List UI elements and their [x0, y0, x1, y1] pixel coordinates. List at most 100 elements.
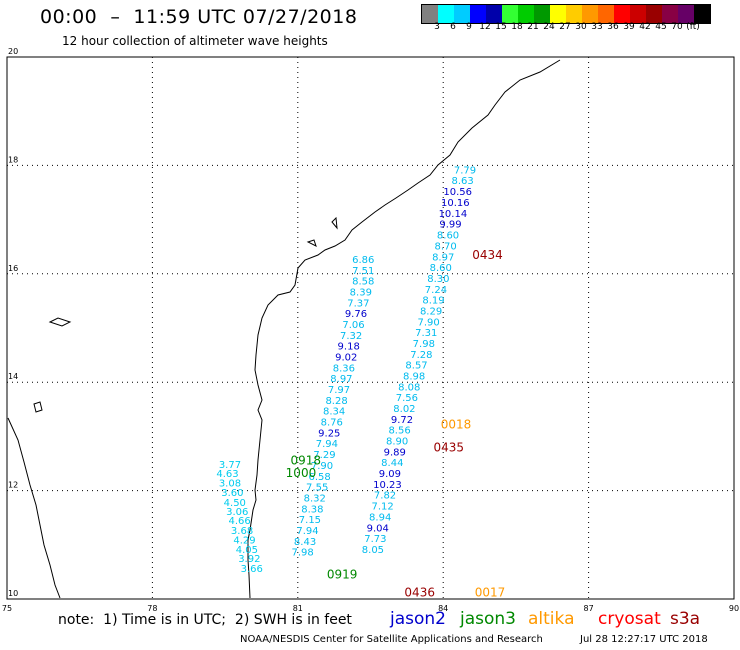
y-tick-label: 20 [8, 47, 18, 56]
swh-value: 7.28 [410, 350, 432, 361]
swh-value: 8.56 [388, 426, 410, 437]
swh-value: 3.06 [226, 507, 248, 518]
pass-time-label: 0919 [327, 567, 358, 581]
swh-value: 8.90 [386, 437, 408, 448]
swh-value: 8.43 [294, 537, 316, 548]
swh-value: 6.86 [352, 255, 374, 266]
swh-value: 7.98 [413, 339, 435, 350]
swh-value: 8.34 [323, 407, 345, 418]
colorbar-tick: 39 [623, 22, 635, 32]
swh-value: 3.68 [231, 526, 253, 537]
swh-value: 7.79 [454, 166, 476, 177]
wave-height-colorbar [421, 4, 711, 24]
swh-value: 4.50 [224, 498, 246, 509]
swh-value: 7.29 [313, 450, 335, 461]
colorbar-tick: 42 [639, 22, 651, 32]
colorbar-tick: 36 [607, 22, 619, 32]
pass-time-label: 0918 [291, 454, 322, 468]
y-tick-label: 18 [8, 155, 18, 164]
pass-time-label: 0435 [434, 441, 465, 455]
legend-jason3: jason3 [460, 609, 516, 629]
colorbar-tick-labels: 3 6 9 12 15 18 21 24 27 30 33 36 39 42 45 70 (ft) [421, 22, 740, 36]
swh-value: 10.14 [439, 209, 468, 220]
legend-s3a: s3a [670, 609, 701, 629]
swh-value: 4.63 [216, 469, 238, 480]
swh-value: 7.98 [292, 548, 314, 559]
coastline [7, 59, 561, 599]
colorbar-tick: 12 [479, 22, 491, 32]
swh-value: 8.36 [333, 363, 355, 374]
colorbar-tick: 24 [543, 22, 555, 32]
y-tick-label: 14 [8, 372, 18, 381]
swh-value: 8.97 [432, 252, 454, 263]
colorbar-tick: 21 [527, 22, 539, 32]
swh-value: 10.56 [443, 187, 472, 198]
wave-height-observations: 7.798.6310.5610.1610.149.998.608.708.978… [216, 166, 476, 575]
colorbar-swatch [694, 5, 710, 23]
colorbar-swatch [614, 5, 630, 23]
colorbar-swatch [534, 5, 550, 23]
swh-value: 7.73 [364, 534, 386, 545]
pass-time-label: 0436 [404, 585, 435, 599]
colorbar-swatch [454, 5, 470, 23]
colorbar-swatch [486, 5, 502, 23]
swh-value: 8.28 [325, 396, 347, 407]
swh-value: 3.66 [241, 564, 263, 575]
x-tick-label: 87 [584, 604, 594, 613]
y-tick-label: 10 [8, 589, 18, 598]
colorbar-swatch [518, 5, 534, 23]
colorbar-swatch [598, 5, 614, 23]
swh-value: 8.32 [304, 493, 326, 504]
swh-value: 7.15 [299, 515, 321, 526]
coastline-srilanka-west [7, 417, 61, 599]
swh-value: 9.99 [439, 220, 461, 231]
swh-value: 8.97 [330, 374, 352, 385]
colorbar-swatch [566, 5, 582, 23]
swh-value: 4.29 [233, 536, 255, 547]
colorbar-tick: 30 [575, 22, 587, 32]
swh-value: 8.76 [321, 418, 343, 429]
swh-value: 8.57 [405, 361, 427, 372]
swh-value: 7.32 [340, 331, 362, 342]
swh-value: 9.18 [338, 342, 360, 353]
colorbar-tick: 33 [591, 22, 603, 32]
footer-credit: NOAA/NESDIS Center for Satellite Applica… [240, 634, 543, 645]
colorbar-tick: 45 [655, 22, 667, 32]
swh-value: 7.06 [342, 320, 364, 331]
swh-value: 8.30 [427, 274, 449, 285]
colorbar-tick: 3 [434, 22, 440, 32]
island-small-4 [306, 239, 317, 247]
swh-value: 8.44 [381, 458, 403, 469]
colorbar-swatch [678, 5, 694, 23]
swh-value: 6.58 [308, 472, 330, 483]
x-tick-label: 90 [729, 604, 739, 613]
swh-value: 9.09 [379, 469, 401, 480]
colorbar-swatch [438, 5, 454, 23]
y-tick-label: 12 [8, 481, 18, 490]
swh-value: 3.08 [219, 478, 241, 489]
colorbar-swatch [646, 5, 662, 23]
y-tick-label: 16 [8, 264, 18, 273]
swh-value: 7.56 [396, 393, 418, 404]
swh-value: 7.94 [296, 526, 318, 537]
swh-value: 7.31 [415, 328, 437, 339]
swh-value: 3.92 [238, 554, 260, 565]
swh-value: 7.55 [306, 483, 328, 494]
island-small-1 [48, 317, 72, 327]
swh-value: 7.37 [347, 298, 369, 309]
swh-value: 3.77 [219, 460, 241, 471]
colorbar-tick: 18 [511, 22, 523, 32]
legend-cryosat: cryosat [598, 609, 661, 629]
colorbar-swatch [662, 5, 678, 23]
swh-value: 8.60 [430, 263, 452, 274]
map-title: 00:00 – 11:59 UTC 07/27/2018 [40, 6, 358, 28]
legend-jason2: jason2 [390, 609, 446, 629]
colorbar-swatch [422, 5, 438, 23]
swh-value: 8.94 [369, 512, 391, 523]
x-tick-label: 78 [147, 604, 157, 613]
swh-value: 3.60 [221, 488, 243, 499]
map-grid [6, 56, 735, 600]
pass-time-label: 0018 [441, 417, 472, 431]
swh-value: 7.82 [374, 491, 396, 502]
